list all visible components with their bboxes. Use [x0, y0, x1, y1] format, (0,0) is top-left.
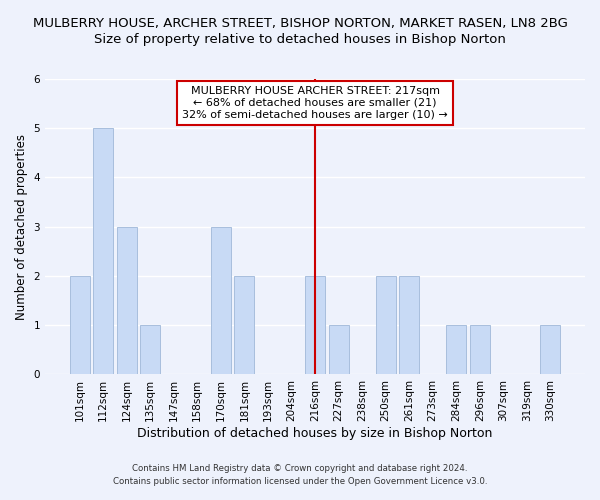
- Text: Contains HM Land Registry data © Crown copyright and database right 2024.
Contai: Contains HM Land Registry data © Crown c…: [113, 464, 487, 486]
- Bar: [305, 276, 325, 374]
- Y-axis label: Number of detached properties: Number of detached properties: [15, 134, 28, 320]
- Text: MULBERRY HOUSE ARCHER STREET: 217sqm
← 68% of detached houses are smaller (21)
3: MULBERRY HOUSE ARCHER STREET: 217sqm ← 6…: [182, 86, 448, 120]
- Bar: [116, 226, 137, 374]
- Bar: [235, 276, 254, 374]
- Bar: [93, 128, 113, 374]
- Text: MULBERRY HOUSE, ARCHER STREET, BISHOP NORTON, MARKET RASEN, LN8 2BG: MULBERRY HOUSE, ARCHER STREET, BISHOP NO…: [32, 18, 568, 30]
- Bar: [446, 325, 466, 374]
- Bar: [470, 325, 490, 374]
- Bar: [70, 276, 89, 374]
- Bar: [140, 325, 160, 374]
- Text: Size of property relative to detached houses in Bishop Norton: Size of property relative to detached ho…: [94, 32, 506, 46]
- Bar: [211, 226, 231, 374]
- X-axis label: Distribution of detached houses by size in Bishop Norton: Distribution of detached houses by size …: [137, 427, 493, 440]
- Bar: [376, 276, 395, 374]
- Bar: [399, 276, 419, 374]
- Bar: [541, 325, 560, 374]
- Bar: [329, 325, 349, 374]
